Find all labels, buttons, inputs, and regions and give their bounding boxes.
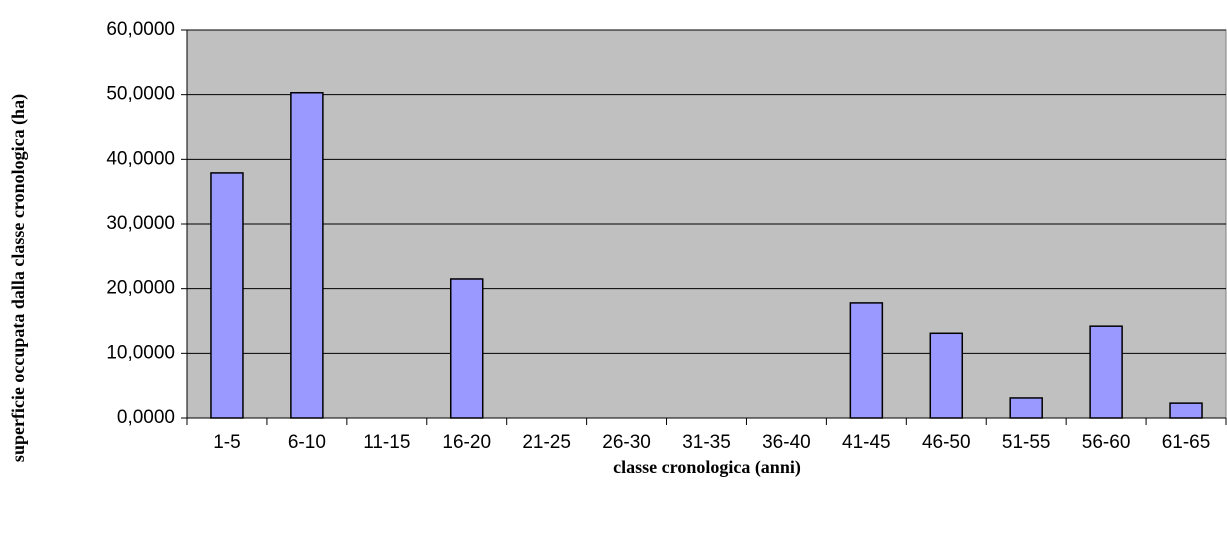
y-tick-label: 40,0000 bbox=[106, 148, 175, 169]
bar bbox=[1169, 402, 1203, 419]
bar bbox=[290, 91, 324, 419]
x-tick-label: 36-40 bbox=[762, 432, 811, 453]
x-tick-label: 6-10 bbox=[288, 432, 326, 453]
x-tick-label: 11-15 bbox=[363, 432, 410, 453]
bar bbox=[929, 332, 964, 419]
x-tick-label: 56-60 bbox=[1082, 432, 1131, 453]
x-tick-label: 21-25 bbox=[522, 432, 571, 453]
x-tick-label: 46-50 bbox=[922, 432, 971, 453]
x-axis-title: classe cronologica (anni) bbox=[613, 457, 801, 478]
y-tick-label: 60,0000 bbox=[106, 19, 175, 40]
x-tick-label: 1-5 bbox=[213, 432, 240, 453]
y-tick-label: 50,0000 bbox=[106, 84, 175, 105]
x-tick-label: 16-20 bbox=[442, 432, 491, 453]
y-tick-label: 30,0000 bbox=[106, 213, 175, 234]
y-tick-label: 10,0000 bbox=[106, 342, 175, 363]
x-tick-label: 26-30 bbox=[602, 432, 651, 453]
bar bbox=[849, 302, 884, 419]
bar bbox=[210, 172, 244, 419]
y-tick-label: 0,0000 bbox=[117, 407, 175, 428]
bar bbox=[1089, 325, 1123, 419]
x-tick-label: 41-45 bbox=[842, 432, 891, 453]
x-tick-label: 61-65 bbox=[1162, 432, 1211, 453]
bar bbox=[1009, 397, 1043, 419]
bar bbox=[449, 278, 484, 419]
y-tick-label: 20,0000 bbox=[106, 278, 175, 299]
x-tick-label: 31-35 bbox=[682, 432, 731, 453]
x-tick-label: 51-55 bbox=[1002, 432, 1051, 453]
y-axis-title: superficie occupata dalla classe cronolo… bbox=[8, 94, 29, 462]
